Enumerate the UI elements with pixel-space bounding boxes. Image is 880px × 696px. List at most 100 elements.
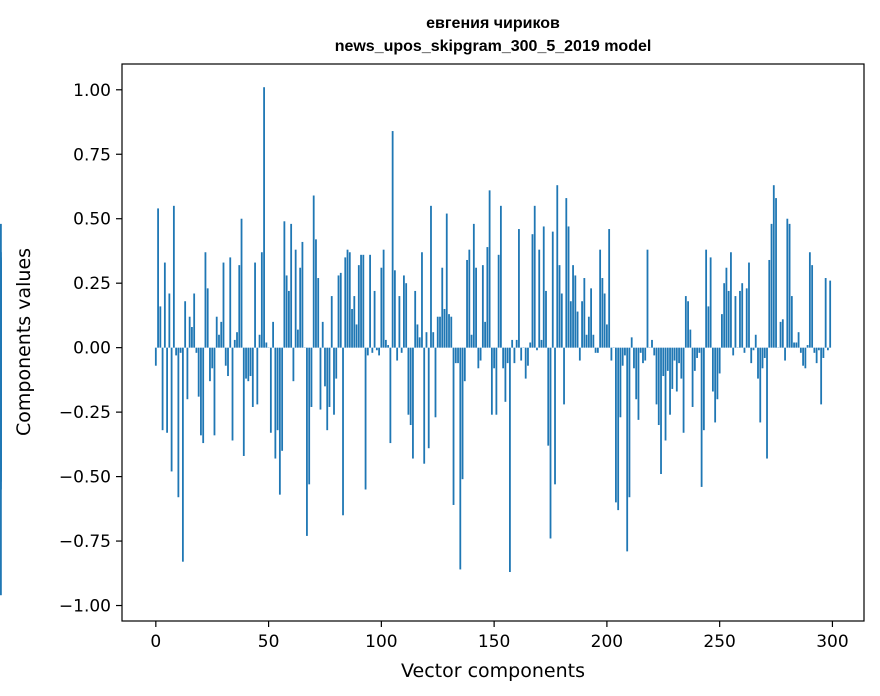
bar xyxy=(220,321,223,348)
y-axis-ticks: 1.00 0.75 0.50 0.25 0.00 −0.25 −0.50 −0.75 −1.00 xyxy=(59,81,122,617)
bar xyxy=(651,339,653,348)
bar xyxy=(445,213,448,348)
bar xyxy=(493,347,496,369)
bar xyxy=(233,339,236,348)
bar xyxy=(646,249,649,348)
bar xyxy=(238,265,241,348)
bar xyxy=(215,316,218,348)
bar xyxy=(423,347,426,464)
bar xyxy=(184,301,187,348)
bar xyxy=(569,301,572,348)
bar xyxy=(682,347,685,433)
bar xyxy=(822,347,825,358)
bar xyxy=(596,347,599,353)
bar xyxy=(479,347,482,361)
bar xyxy=(245,347,247,379)
bar xyxy=(824,278,827,348)
bar xyxy=(497,254,500,348)
bar xyxy=(806,345,809,348)
bar xyxy=(635,347,638,400)
bar xyxy=(484,321,486,348)
bar xyxy=(790,296,793,348)
bar xyxy=(763,347,766,358)
bar xyxy=(655,347,658,405)
bar xyxy=(224,347,227,366)
x-tick-label: 150 xyxy=(478,632,510,652)
bar xyxy=(644,347,647,361)
y-tick-label: 0.50 xyxy=(73,210,111,230)
bar xyxy=(181,347,184,562)
bar xyxy=(166,347,168,433)
bar xyxy=(247,347,250,382)
bar xyxy=(829,280,832,348)
bar xyxy=(768,259,771,348)
bar xyxy=(306,347,308,536)
plot-frame xyxy=(121,63,865,622)
bar xyxy=(353,296,356,348)
bar xyxy=(387,345,390,348)
bar xyxy=(297,329,299,348)
bar xyxy=(403,275,405,348)
bar xyxy=(258,334,261,348)
bar xyxy=(188,316,191,348)
bar xyxy=(231,347,234,441)
y-tick-label: 0.75 xyxy=(73,145,111,165)
bar xyxy=(240,218,243,348)
bar xyxy=(619,347,622,418)
y-tick-label: −0.50 xyxy=(59,468,111,488)
bar xyxy=(802,347,804,366)
bar xyxy=(669,347,671,415)
bar xyxy=(175,347,178,356)
bar xyxy=(583,278,586,348)
bar xyxy=(209,347,211,382)
bar xyxy=(346,249,349,348)
bar xyxy=(563,347,565,405)
bar xyxy=(278,347,281,495)
bar xyxy=(811,265,814,348)
bar xyxy=(709,257,712,348)
bar xyxy=(450,316,453,348)
bar xyxy=(608,229,611,348)
bar xyxy=(200,347,202,436)
bar xyxy=(745,288,748,348)
bar xyxy=(315,239,317,348)
bar xyxy=(628,347,631,498)
bar xyxy=(556,185,559,348)
y-tick-label: 1.00 xyxy=(73,81,111,101)
bar xyxy=(206,288,209,348)
bar xyxy=(605,324,608,348)
bar xyxy=(348,252,351,348)
bar xyxy=(393,270,396,348)
bar xyxy=(436,316,439,348)
bar xyxy=(567,226,570,348)
bar xyxy=(804,347,807,369)
bar xyxy=(357,265,360,348)
bar xyxy=(603,293,606,348)
bar xyxy=(310,347,313,407)
x-tick-label: 100 xyxy=(365,632,397,652)
bar xyxy=(391,131,394,348)
bar xyxy=(321,321,324,348)
bar xyxy=(251,347,254,407)
bar xyxy=(495,347,498,415)
bar xyxy=(702,347,705,431)
bar xyxy=(287,290,290,348)
chart-title-line-2: news_upos_skipgram_300_5_2019 model xyxy=(335,38,652,55)
bar xyxy=(772,185,775,348)
bar xyxy=(461,347,464,480)
bar xyxy=(547,347,550,446)
bar xyxy=(263,87,265,348)
bar xyxy=(698,347,701,353)
bar xyxy=(793,342,795,348)
bar xyxy=(639,347,642,353)
bar xyxy=(775,198,777,348)
x-tick-label: 50 xyxy=(258,632,280,652)
bar xyxy=(506,347,509,364)
bar xyxy=(425,332,428,348)
bar xyxy=(312,195,315,348)
x-axis-label: Vector components xyxy=(401,660,585,682)
bar xyxy=(725,267,728,348)
bar xyxy=(705,249,708,348)
bar xyxy=(587,316,590,348)
